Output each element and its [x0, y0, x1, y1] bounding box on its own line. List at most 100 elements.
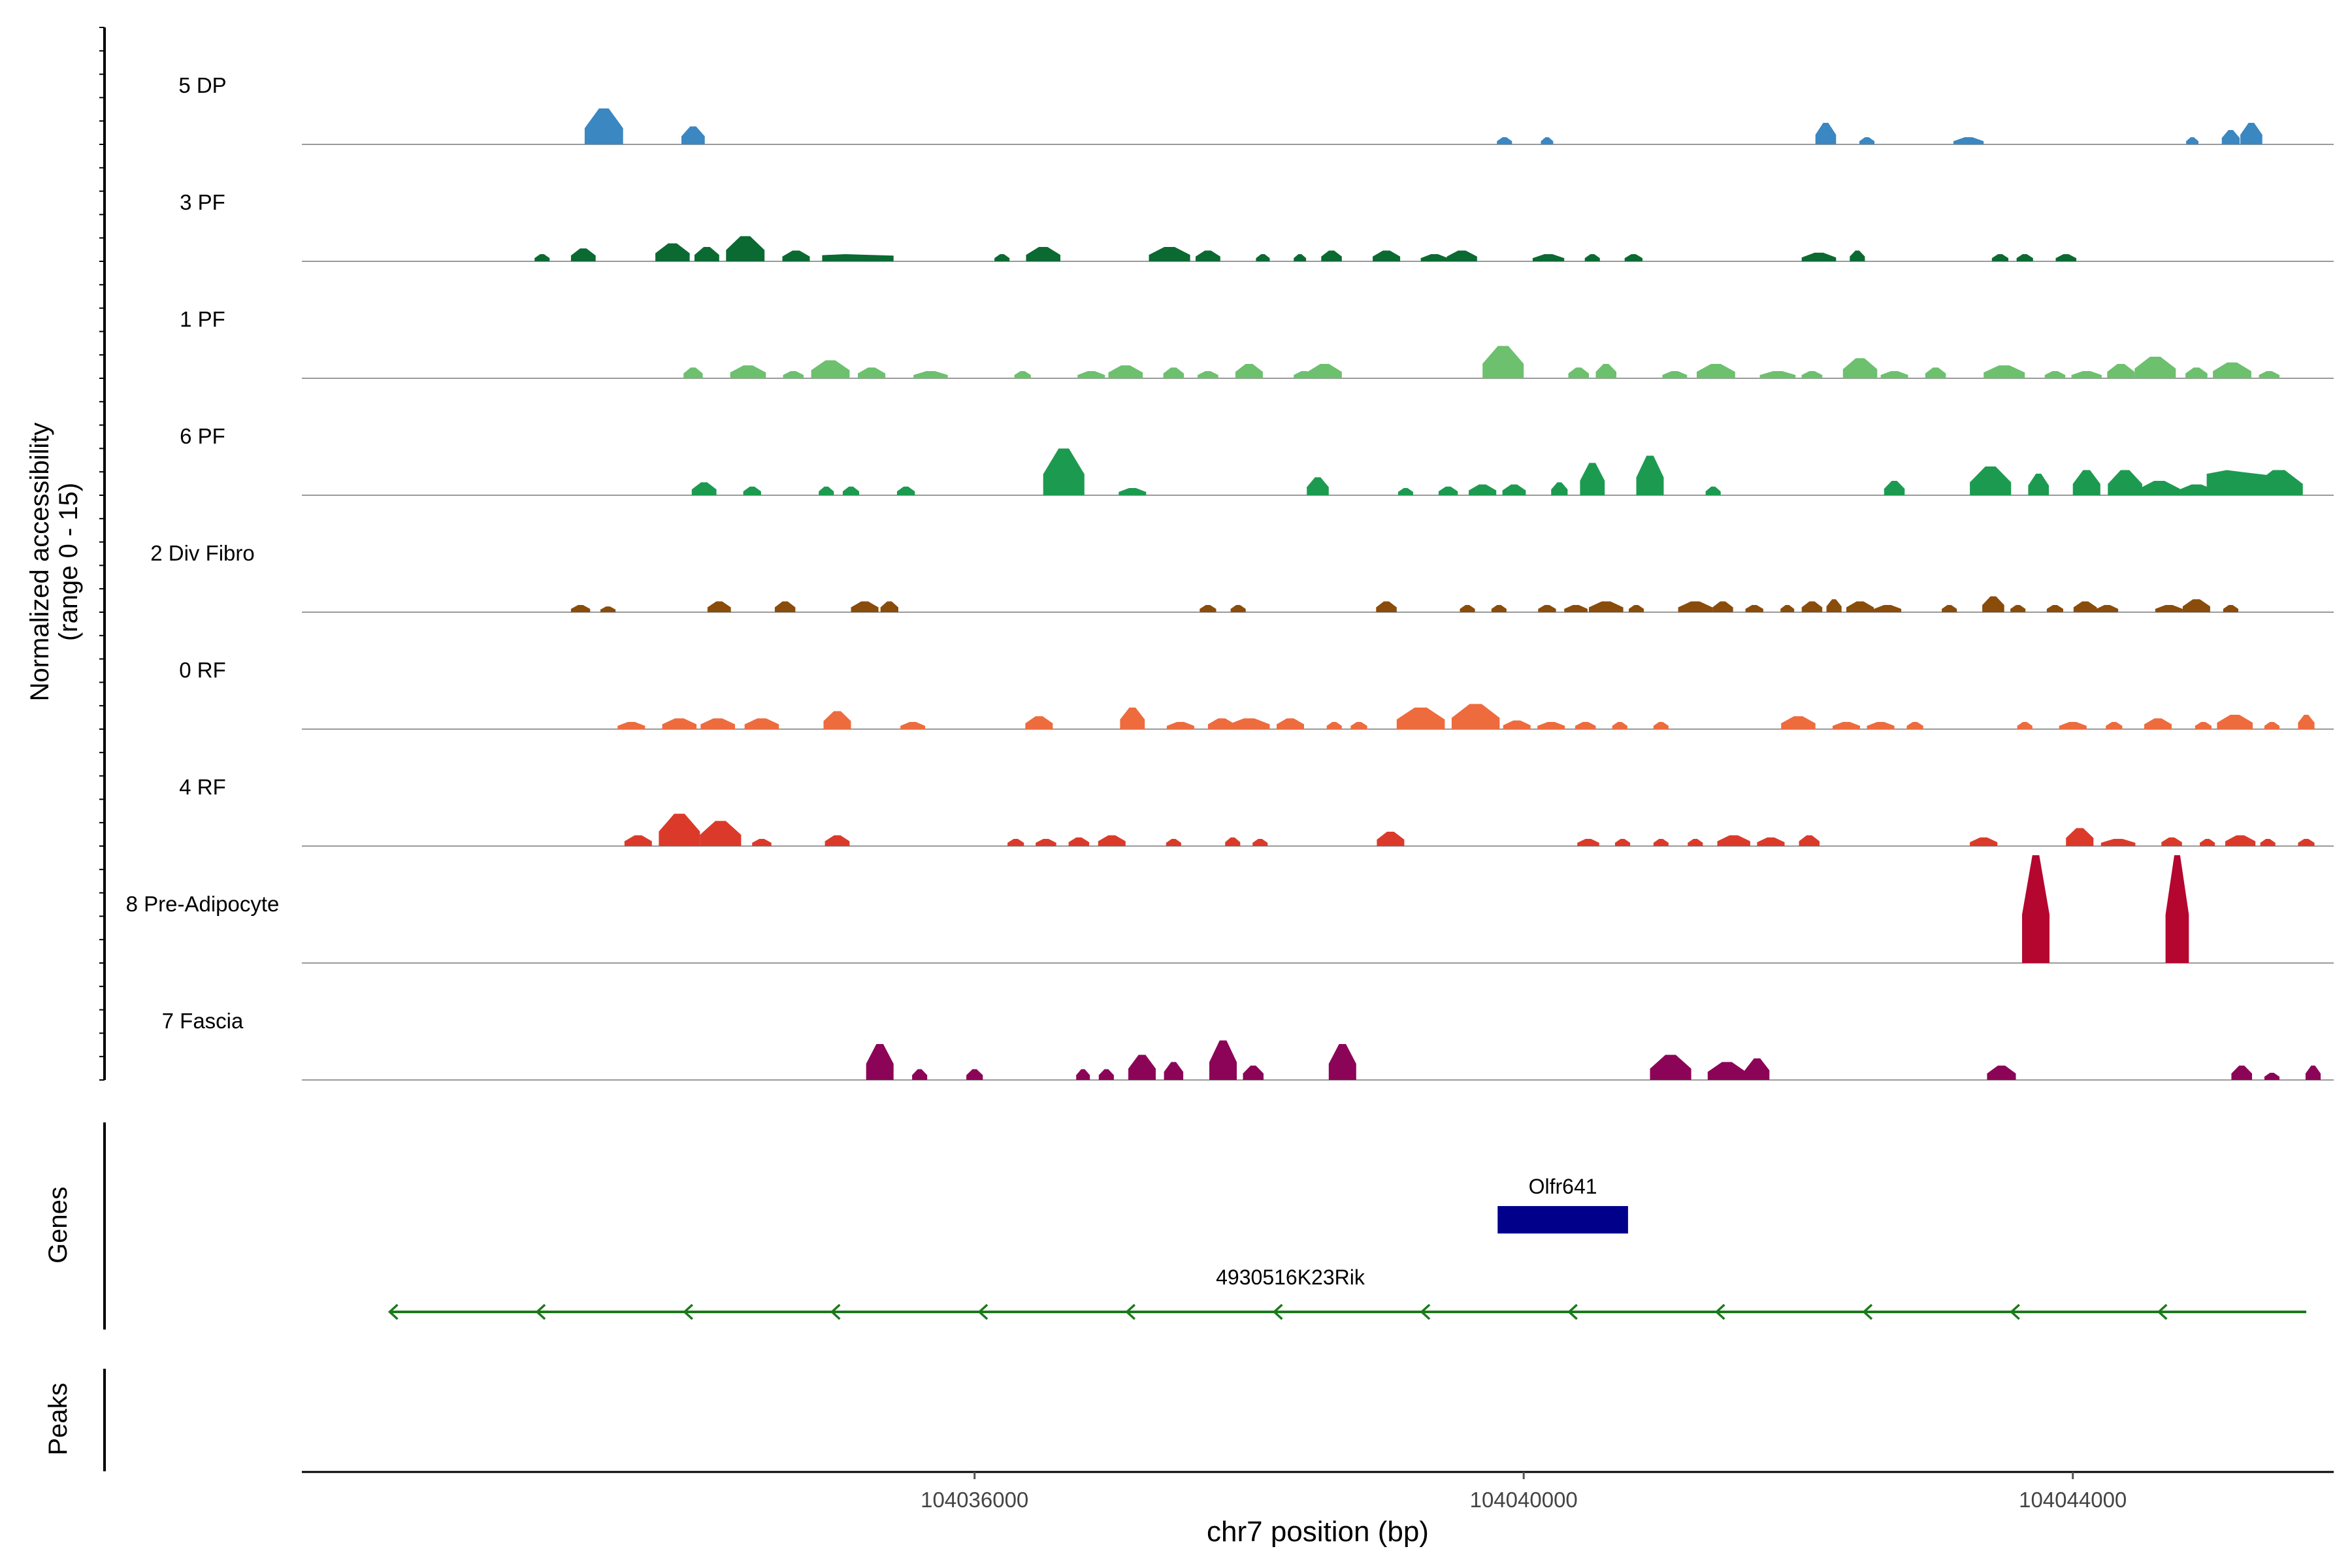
coverage-peak	[1984, 365, 2025, 378]
coverage-peak	[2010, 605, 2026, 612]
coverage-peak	[2017, 722, 2033, 729]
coverage-peak	[1744, 1058, 1770, 1080]
strand-arrow	[1420, 1303, 1431, 1320]
coverage-peak	[1650, 1054, 1691, 1080]
coverage-peak	[896, 486, 915, 495]
coverage-peak	[2108, 470, 2142, 495]
coverage-track: 0 RF	[179, 658, 2334, 730]
coverage-peak	[1420, 254, 1448, 261]
strand-arrow	[1714, 1303, 1725, 1320]
coverage-peak	[659, 813, 700, 846]
coverage-peak	[2206, 470, 2269, 495]
gene-label-olfr641: Olfr641	[1529, 1175, 1597, 1198]
coverage-peak	[1629, 605, 1644, 612]
genes-track-label: Genes	[44, 1186, 73, 1264]
coverage-peak	[1612, 722, 1627, 729]
coverage-peak	[2223, 605, 2238, 612]
coverage-peak	[811, 360, 850, 378]
coverage-peak	[1801, 252, 1837, 261]
coverage-peak	[1614, 839, 1631, 846]
strand-arrow	[2010, 1303, 2020, 1320]
coverage-peak	[1026, 247, 1060, 261]
coverage-peak	[2264, 722, 2279, 729]
coverage-peak	[2059, 722, 2087, 729]
coverage-peak	[1503, 720, 1531, 729]
coverage-peak	[1164, 1062, 1184, 1080]
gene-body-olfr641	[1497, 1206, 1628, 1233]
coverage-peak	[2144, 718, 2172, 729]
coverage-peak	[2106, 722, 2123, 729]
coverage-peak	[1970, 837, 1998, 846]
strand-arrow	[1125, 1303, 1135, 1320]
coverage-peak	[1225, 837, 1241, 846]
strand-arrow	[683, 1303, 693, 1320]
coverage-peak	[707, 601, 731, 612]
coverage-peak	[2200, 839, 2215, 846]
coverage-peak	[1538, 605, 1556, 612]
coverage-peak	[1697, 364, 1735, 378]
coverage-peak	[1377, 832, 1405, 846]
coverage-peak	[1987, 1066, 2016, 1080]
coverage-peak	[823, 711, 851, 729]
coverage-peak	[819, 486, 834, 495]
coverage-peak	[842, 486, 860, 495]
coverage-peak	[1014, 371, 1031, 378]
track-label: 4 RF	[179, 775, 226, 799]
coverage-peak	[2071, 371, 2102, 378]
coverage-peak	[2213, 362, 2251, 378]
coverage-peak	[1982, 596, 2004, 612]
coverage-peak	[1884, 481, 1905, 495]
coverage-peak	[1662, 371, 1688, 378]
strand-arrow	[830, 1303, 841, 1320]
coverage-peak	[1043, 448, 1085, 495]
x-axis-tick-label: 104044000	[2019, 1488, 2127, 1512]
coverage-peak	[1712, 601, 1733, 612]
coverage-peak	[1098, 835, 1126, 846]
coverage-peak	[1653, 839, 1669, 846]
track-label: 0 RF	[179, 658, 226, 682]
coverage-peak	[1149, 247, 1190, 261]
coverage-peak	[822, 254, 894, 261]
coverage-peak	[683, 367, 703, 378]
track-label: 5 DP	[178, 73, 226, 97]
coverage-peak	[2138, 481, 2180, 495]
track-label: 3 PF	[180, 190, 225, 214]
coverage-peak	[1757, 837, 1785, 846]
coverage-peak	[1328, 1044, 1356, 1080]
coverage-track: 4 RF	[179, 775, 2334, 847]
track-label: 7 Fascia	[162, 1009, 244, 1033]
coverage-peak	[2259, 371, 2279, 378]
coverage-peak	[600, 606, 616, 612]
coverage-peak	[726, 236, 765, 261]
coverage-peak	[1256, 254, 1270, 261]
coverage-peak	[1119, 488, 1147, 495]
coverage-peak	[1575, 722, 1596, 729]
coverage-peak	[752, 839, 772, 846]
coverage-peak	[534, 254, 550, 261]
coverage-peak	[681, 126, 705, 144]
coverage-peak	[1209, 1040, 1237, 1080]
coverage-peak	[1502, 484, 1526, 495]
coverage-peak	[1880, 371, 1908, 378]
coverage-peak	[2195, 722, 2212, 729]
coverage-peak	[1196, 250, 1220, 261]
coverage-peak	[730, 365, 766, 378]
track-label: 6 PF	[180, 424, 225, 448]
coverage-peak	[570, 248, 596, 261]
coverage-peak	[1580, 463, 1605, 495]
coverage-peak	[1482, 346, 1524, 378]
coverage-peak	[1953, 137, 1984, 144]
coverage-peak	[570, 605, 591, 612]
coverage-track: 6 PF	[180, 424, 2334, 496]
coverage-peak	[2044, 371, 2066, 378]
coverage-peak	[2231, 1066, 2252, 1080]
coverage-peak	[1624, 254, 1642, 261]
track-label: 1 PF	[180, 307, 225, 331]
coverage-track: 5 DP	[178, 73, 2334, 145]
coverage-peak	[1025, 716, 1053, 729]
strand-arrow	[1862, 1303, 1873, 1320]
coverage-peak	[900, 722, 925, 729]
coverage-peak	[2298, 715, 2315, 729]
coverage-peak	[1163, 367, 1184, 378]
coverage-peak	[2221, 130, 2240, 144]
